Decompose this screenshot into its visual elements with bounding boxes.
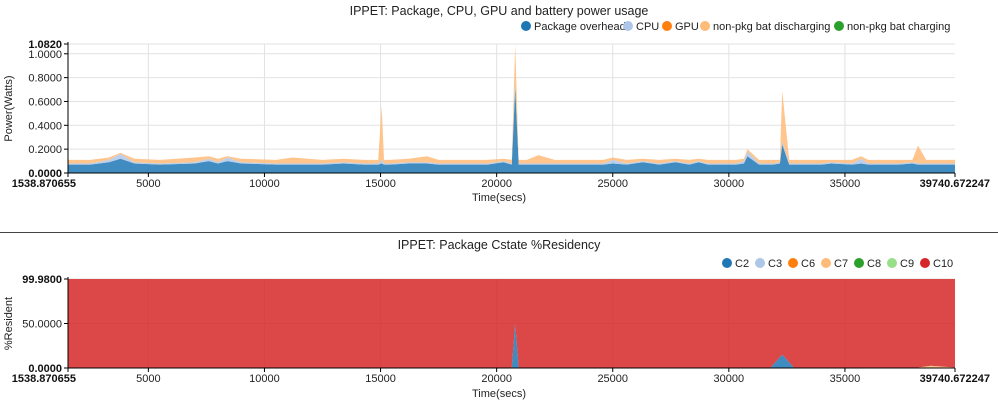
legend-label-c8: C8 xyxy=(867,258,881,270)
chart2-x-tick-label: 10000 xyxy=(249,373,280,385)
area-package-overhead[interactable] xyxy=(68,87,955,173)
legend-label-c3: C3 xyxy=(768,258,782,270)
chart1-x-tick-label: 35000 xyxy=(830,178,861,190)
legend-label-c2: C2 xyxy=(735,258,749,270)
legend-marker-non-pkg-bat-discharging xyxy=(700,21,710,31)
legend-label-non-pkg-bat-charging: non-pkg bat charging xyxy=(847,21,950,33)
chart2-y-axis-label: %Resident xyxy=(3,297,15,350)
legend-label-cpu: CPU xyxy=(636,21,659,33)
legend-marker-c9 xyxy=(887,258,897,268)
legend-marker-c3 xyxy=(755,258,765,268)
chart2-x-tick-label: 25000 xyxy=(597,373,628,385)
legend-label-c7: C7 xyxy=(834,258,848,270)
chart1-y-axis-label: Power(Watts) xyxy=(3,75,15,141)
chart2-x-axis-label: Time(secs) xyxy=(472,388,526,400)
legend-item-c3[interactable]: C3 xyxy=(755,258,782,270)
chart2-x-tick-label: 39740.672247 xyxy=(920,373,990,385)
legend-label-c10: C10 xyxy=(933,258,953,270)
legend-marker-cpu xyxy=(623,21,633,31)
chart2-x-tick-label: 5000 xyxy=(136,373,160,385)
chart2-x-tick-label: 35000 xyxy=(830,373,861,385)
chart1-y-tick-label: 0.0000 xyxy=(28,168,62,180)
legend-marker-c2 xyxy=(722,258,732,268)
legend-label-c6: C6 xyxy=(801,258,815,270)
chart1-y-tick-label: 1.0820 xyxy=(28,39,62,51)
legend-marker-non-pkg-bat-charging xyxy=(834,21,844,31)
chart1-x-tick-label: 30000 xyxy=(714,178,745,190)
chart1-title: IPPET: Package, CPU, GPU and battery pow… xyxy=(350,4,649,18)
chart1-x-tick-label: 20000 xyxy=(481,178,512,190)
area-cpu[interactable] xyxy=(68,81,955,165)
legend-item-cpu[interactable]: CPU xyxy=(623,21,659,33)
legend-marker-package-overhead xyxy=(521,21,531,31)
chart1-y-tick-label: 1.0000 xyxy=(28,49,62,61)
legend-item-non-pkg-bat-charging[interactable]: non-pkg bat charging xyxy=(834,21,950,33)
chart1-y-tick-label: 0.2000 xyxy=(28,144,62,156)
chart1-y-tick-label: 0.6000 xyxy=(28,96,62,108)
legend-marker-c6 xyxy=(788,258,798,268)
chart1-y-tick-label: 0.4000 xyxy=(28,120,62,132)
legend-label-package-overhead: Package overhead xyxy=(534,21,626,33)
legend-item-c10[interactable]: C10 xyxy=(920,258,953,270)
legend-item-c9[interactable]: C9 xyxy=(887,258,914,270)
legend-item-package-overhead[interactable]: Package overhead xyxy=(521,21,626,33)
chart2-x-tick-label: 15000 xyxy=(365,373,396,385)
legend-marker-c7 xyxy=(821,258,831,268)
legend-marker-c10 xyxy=(920,258,930,268)
chart1-x-tick-label: 5000 xyxy=(136,178,160,190)
legend-marker-c8 xyxy=(854,258,864,268)
chart1-x-tick-label: 39740.672247 xyxy=(920,178,990,190)
chart1-x-tick-label: 1538.870655 xyxy=(12,178,76,190)
chart1-x-tick-label: 15000 xyxy=(365,178,396,190)
chart2-y-tick-label: 99.9800 xyxy=(22,274,62,286)
power-usage-chart: IPPET: Package, CPU, GPU and battery pow… xyxy=(3,4,990,204)
chart1-x-axis-label: Time(secs) xyxy=(472,192,526,204)
legend-item-c8[interactable]: C8 xyxy=(854,258,881,270)
chart-separator xyxy=(0,232,998,233)
area-non-pkg-bat-discharging[interactable] xyxy=(68,44,955,164)
legend-item-non-pkg-bat-discharging[interactable]: non-pkg bat discharging xyxy=(700,21,830,33)
chart1-x-tick-label: 25000 xyxy=(597,178,628,190)
legend-item-c6[interactable]: C6 xyxy=(788,258,815,270)
chart2-x-tick-label: 1538.870655 xyxy=(12,373,76,385)
chart2-x-tick-label: 30000 xyxy=(714,373,745,385)
legend-item-c2[interactable]: C2 xyxy=(722,258,749,270)
cstate-residency-chart: IPPET: Package Cstate %Residency C2 C3 C6 C7… xyxy=(3,238,990,400)
legend-label-c9: C9 xyxy=(900,258,914,270)
chart2-x-tick-label: 20000 xyxy=(481,373,512,385)
chart2-title: IPPET: Package Cstate %Residency xyxy=(398,238,602,252)
chart2-y-tick-label: 50.0000 xyxy=(22,318,62,330)
legend-marker-gpu xyxy=(662,21,672,31)
legend-item-gpu[interactable]: GPU xyxy=(662,21,699,33)
chart2-y-tick-label: 0.0000 xyxy=(28,363,62,375)
legend-item-c7[interactable]: C7 xyxy=(821,258,848,270)
area-c10[interactable] xyxy=(68,279,955,368)
legend-label-non-pkg-bat-discharging: non-pkg bat discharging xyxy=(713,21,830,33)
legend-label-gpu: GPU xyxy=(675,21,699,33)
chart1-x-tick-label: 10000 xyxy=(249,178,280,190)
chart1-y-tick-label: 0.8000 xyxy=(28,73,62,85)
